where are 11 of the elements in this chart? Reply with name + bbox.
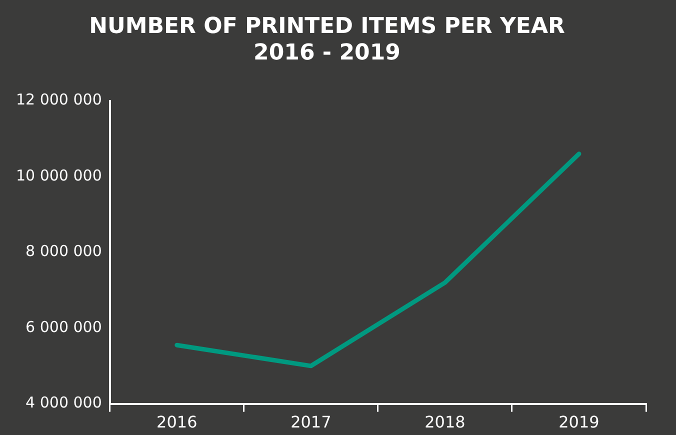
x-tick-label: 2017 bbox=[290, 412, 332, 432]
y-tick-label: 4 000 000 bbox=[26, 394, 102, 412]
x-tick-label: 2016 bbox=[156, 412, 198, 432]
y-tick-label: 8 000 000 bbox=[26, 242, 102, 260]
y-tick-label: 12 000 000 bbox=[16, 90, 102, 109]
y-tick-label: 6 000 000 bbox=[26, 318, 102, 336]
x-tick-label: 2018 bbox=[424, 412, 466, 432]
x-tick-label: 2019 bbox=[558, 412, 600, 432]
chart-subtitle: 2016 - 2019 bbox=[254, 40, 400, 66]
y-tick-label: 10 000 000 bbox=[16, 166, 102, 184]
chart-title: NUMBER OF PRINTED ITEMS PER YEAR bbox=[89, 14, 565, 39]
